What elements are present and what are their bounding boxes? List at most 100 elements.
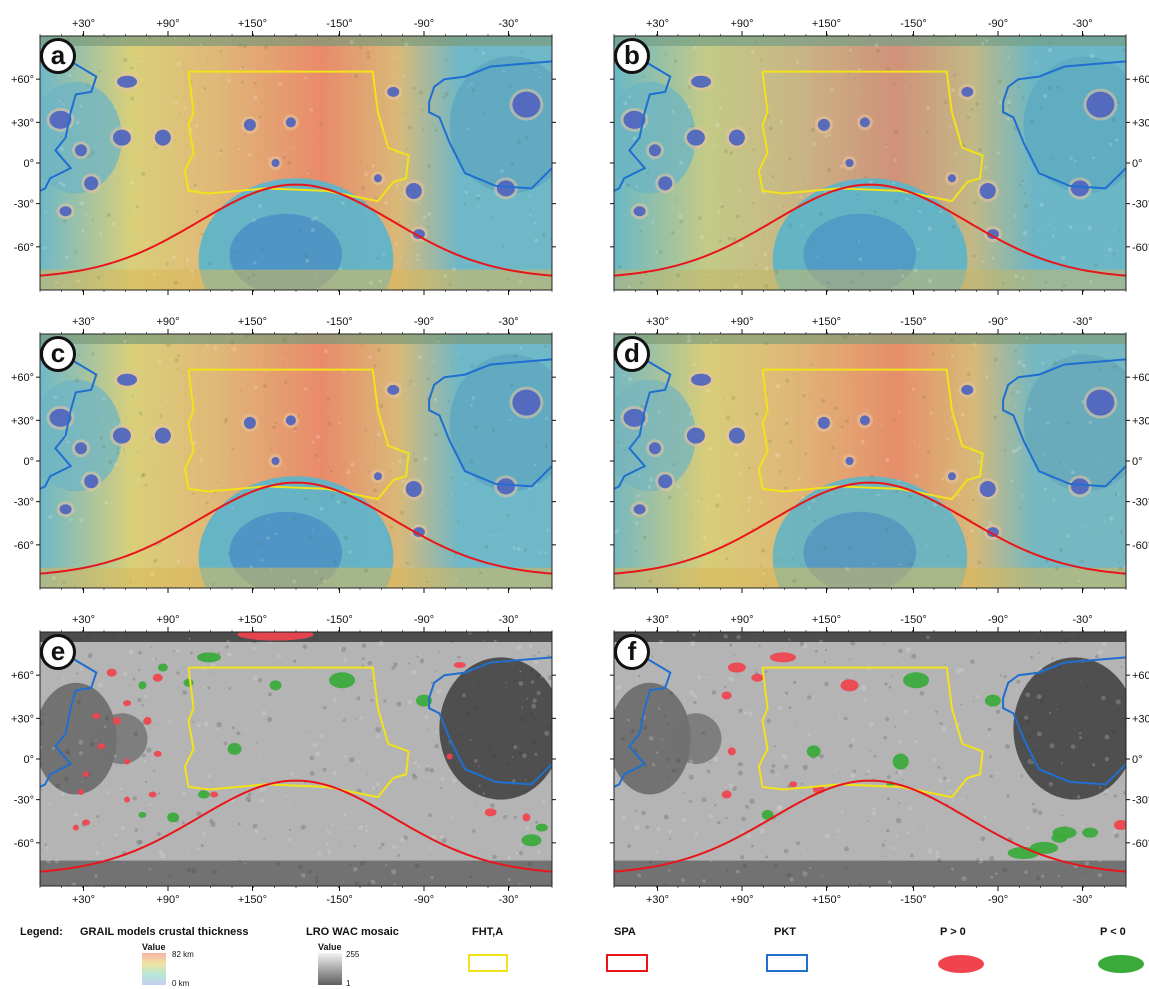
p-positive-region	[97, 743, 106, 750]
p-negative-region	[167, 812, 180, 823]
lon-tick-label-top: -90°	[988, 316, 1008, 328]
lat-tick-label: 0°	[1132, 754, 1143, 766]
lon-tick-label-top: +30°	[646, 316, 669, 328]
p-positive-region	[112, 716, 121, 725]
p-positive-region	[106, 668, 117, 677]
p-negative-region	[227, 742, 242, 755]
p-positive-region	[152, 673, 163, 682]
fht-outline	[757, 70, 984, 203]
basin-low	[271, 457, 280, 465]
p-positive-region	[124, 758, 131, 765]
lon-tick-label-top: -90°	[414, 316, 434, 328]
basin-low	[1070, 478, 1089, 495]
basin-low	[979, 480, 996, 497]
pkt-outline-east	[428, 656, 552, 786]
lon-tick-label-top: +150°	[812, 18, 841, 30]
pkt-outline-east	[1002, 656, 1126, 786]
lat-tick-label: 0°	[23, 754, 34, 766]
legend-ppos-label: P > 0	[940, 926, 966, 938]
lon-tick-label-bottom: +150°	[812, 894, 841, 906]
lat-tick-label: -30°	[14, 199, 34, 211]
lon-tick-label-top: -90°	[414, 614, 434, 626]
legend-fht-swatch	[468, 954, 508, 972]
basin-low	[1070, 180, 1089, 197]
basin-low	[59, 206, 72, 217]
lat-tick-label: 0°	[23, 456, 34, 468]
p-negative-region	[892, 753, 909, 770]
legend-lro-label: LRO WAC mosaic	[306, 926, 399, 938]
map-svg-b: +30° +90° +150° -150° -90° -30° +60° +30° 0° -30°…	[610, 18, 1149, 295]
lon-tick-label-top: -150°	[326, 316, 352, 328]
p-negative-region	[903, 672, 930, 689]
p-negative-region	[196, 652, 221, 663]
basin-low	[117, 373, 138, 386]
lon-tick-label-top: +150°	[238, 316, 267, 328]
lon-tick-label-top: -30°	[498, 316, 518, 328]
lon-tick-label-bottom: +30°	[72, 894, 95, 906]
lat-tick-label: +30°	[1132, 713, 1149, 725]
p-positive-region	[77, 789, 84, 796]
pkt-outline-west	[614, 358, 672, 490]
p-positive-region	[83, 771, 90, 778]
basin-low	[412, 229, 425, 240]
lon-tick-label-top: +90°	[156, 614, 179, 626]
lon-tick-label-top: +90°	[156, 18, 179, 30]
map-svg-f: +30° +30° +90° +90° +150° +150° -150° -150° -90°…	[610, 614, 1149, 906]
basin-low	[112, 427, 131, 444]
basin-low	[947, 472, 956, 481]
legend-fht-label: FHT,A	[472, 926, 504, 938]
map-panel-e: +30° +30° +90° +90° +150° +150° -150° -150° -90°…	[0, 596, 574, 906]
legend-lro-max: 255	[346, 950, 360, 959]
p-positive-region	[721, 790, 732, 799]
lat-tick-label: -60°	[14, 540, 34, 552]
basin-low	[117, 75, 138, 88]
map-panel-a: +30° +90° +150° -150° -90° -30° +60° +30° 0° -30°…	[0, 0, 574, 296]
lon-tick-label-top: +30°	[72, 614, 95, 626]
basin-low	[412, 527, 425, 538]
p-negative-region	[806, 745, 821, 758]
basin-low	[74, 144, 87, 157]
p-negative-region	[269, 680, 282, 691]
p-positive-region	[92, 712, 101, 719]
panel-letter-c: c	[40, 336, 76, 372]
lat-tick-label: -30°	[1132, 497, 1149, 509]
lat-tick-label: -60°	[14, 838, 34, 850]
lon-tick-label-bottom: -30°	[1072, 894, 1092, 906]
pkt-outline-west	[614, 656, 672, 788]
basin-low	[387, 86, 400, 97]
map-svg-d: +30° +90° +150° -150° -90° -30° +60° +30° 0° -30°…	[610, 316, 1149, 593]
p-negative-region	[416, 694, 432, 707]
basin-low	[961, 86, 974, 97]
p-negative-region	[197, 790, 210, 799]
lat-tick-label: -60°	[1132, 838, 1149, 850]
basin-low	[243, 416, 256, 429]
p-negative-region	[138, 681, 147, 690]
lat-tick-label: +30°	[11, 415, 34, 427]
p-positive-region	[727, 662, 746, 673]
basin-low	[373, 174, 382, 183]
basin-low	[986, 527, 999, 538]
map-panel-f: +30° +30° +90° +90° +150° +150° -150° -150° -90°…	[574, 596, 1149, 906]
lon-tick-label-top: -30°	[498, 614, 518, 626]
pkt-outline-east	[428, 60, 552, 190]
legend-lro-grayscale	[318, 953, 342, 985]
lon-tick-label-bottom: +30°	[646, 894, 669, 906]
lon-tick-label-top: +30°	[646, 614, 669, 626]
legend-grail-colorbar	[142, 953, 166, 985]
spa-outline	[614, 481, 1126, 575]
basin-low	[648, 144, 661, 157]
lon-tick-label-bottom: +90°	[730, 894, 753, 906]
lon-tick-label-top: -30°	[498, 18, 518, 30]
basin-low	[74, 442, 87, 455]
spa-outline	[40, 183, 552, 277]
p-negative-region	[183, 678, 194, 687]
basin-low	[1086, 389, 1115, 416]
lon-tick-label-bottom: -30°	[498, 894, 518, 906]
lat-tick-label: +60°	[11, 74, 34, 86]
p-positive-region	[769, 652, 796, 663]
p-negative-region	[761, 809, 774, 820]
basin-low	[686, 427, 705, 444]
p-negative-region	[329, 672, 356, 689]
p-negative-region	[1082, 827, 1099, 838]
p-positive-region	[840, 679, 859, 692]
